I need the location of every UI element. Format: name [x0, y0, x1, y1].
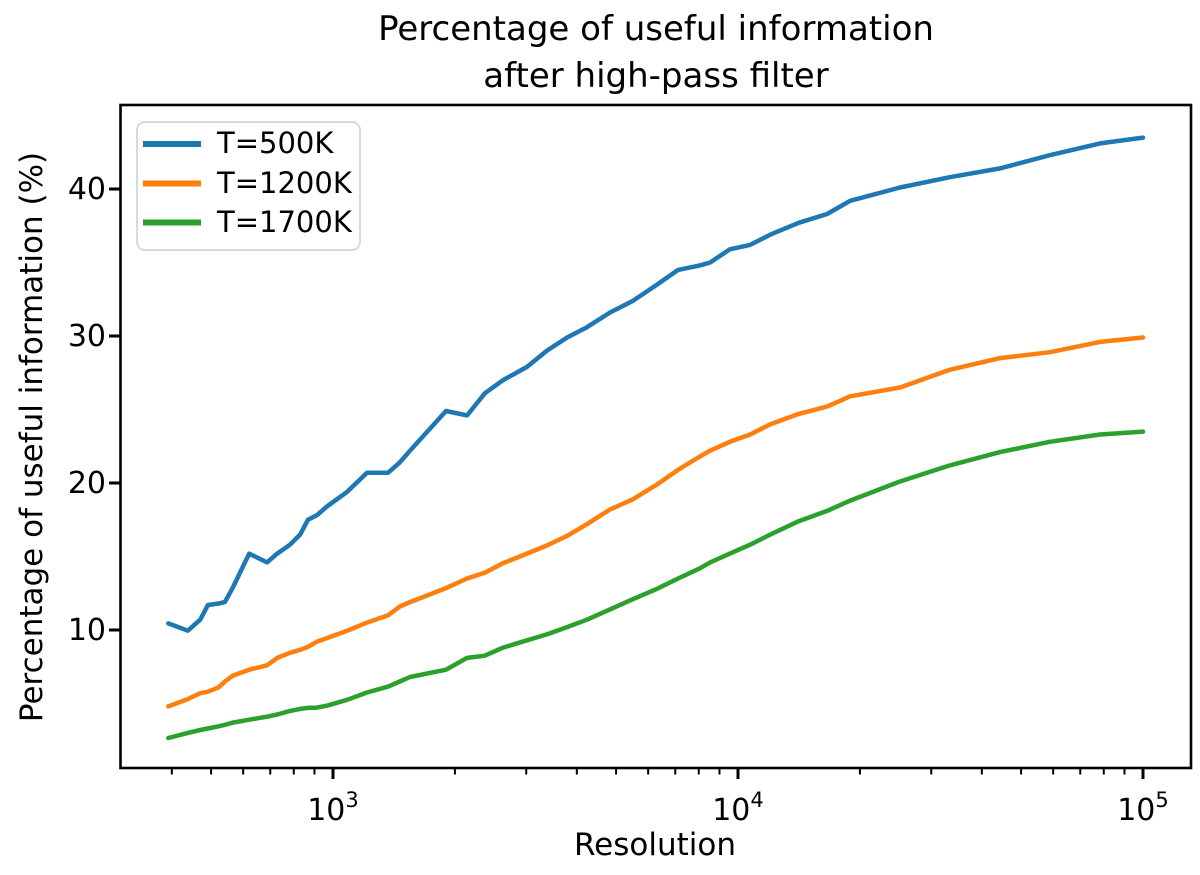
- series-line-t-1700k: [166, 429, 1146, 741]
- chart-title-line2: after high-pass filter: [483, 56, 828, 96]
- x-tick-label-1e4: 104: [712, 788, 764, 828]
- legend-box: [136, 121, 361, 251]
- x-axis-label: Resolution: [574, 827, 736, 863]
- plot-area-border: [119, 103, 1193, 770]
- legend-label-t1200k: T=1200K: [216, 166, 353, 200]
- legend-label-t1700k: T=1700K: [216, 205, 353, 239]
- legend-swatches: [143, 141, 201, 226]
- legend: T=500K T=1200K T=1700K: [136, 121, 361, 251]
- series-line-t-1200k: [166, 335, 1146, 709]
- y-axis-label: Percentage of useful information (%): [14, 152, 50, 722]
- y-tick-label-30: 30: [68, 319, 106, 354]
- major-ticks: [109, 187, 1145, 779]
- legend-label-t500k: T=500K: [216, 126, 334, 160]
- series-line-t-500k: [166, 135, 1146, 633]
- y-tick-label-40: 40: [68, 172, 106, 207]
- series-lines: [166, 135, 1146, 741]
- y-tick-label-10: 10: [68, 613, 106, 648]
- x-tick-label-1e3: 103: [307, 788, 359, 828]
- y-tick-label-20: 20: [68, 466, 106, 501]
- chart-title-line1: Percentage of useful information: [378, 9, 934, 49]
- minor-ticks: [170, 768, 1126, 775]
- x-tick-label-1e5: 105: [1117, 788, 1169, 828]
